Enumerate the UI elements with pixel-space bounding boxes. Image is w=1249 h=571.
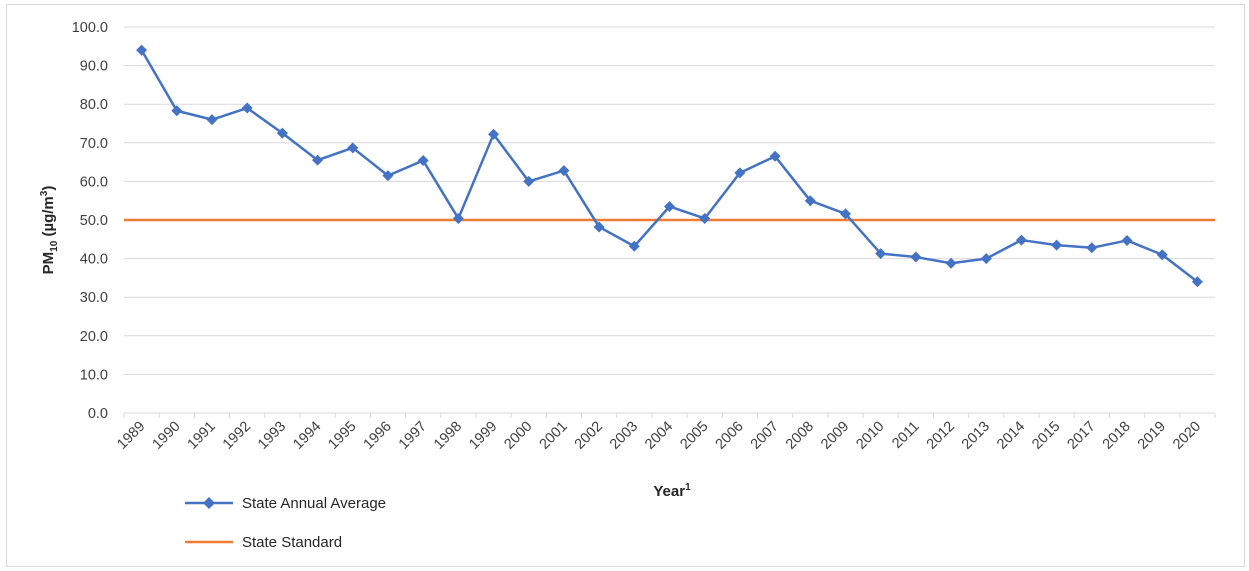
x-tick-label: 2010 [853,419,887,453]
x-tick-label: 1995 [325,419,359,453]
x-tick-label: 1999 [466,419,500,453]
legend-item-state-standard: State Standard [185,534,342,551]
data-point-diamond [1086,242,1098,254]
y-tick-label: 60.0 [80,174,108,190]
data-point-diamond [452,212,464,224]
x-tick-label: 2013 [959,419,993,453]
data-point-diamond [382,170,394,182]
x-tick-label: 2004 [642,419,676,453]
chart-frame [6,4,1245,567]
series-layer [124,44,1215,288]
data-point-diamond [1191,276,1203,288]
y-axis-title: PM10 (µg/m3) [39,186,60,275]
data-point-diamond [523,175,535,187]
data-point-diamond [875,248,887,260]
x-tick-label: 1993 [255,419,289,453]
y-tick-label: 20.0 [80,329,108,345]
data-point-diamond [312,154,324,166]
gridlines [123,26,1216,418]
y-tick-label: 10.0 [80,367,108,383]
x-tick-label: 2015 [1029,419,1063,453]
data-point-diamond [628,240,640,252]
legend-diamond-marker [203,497,215,509]
data-point-diamond [241,102,253,114]
x-tick-label: 2000 [501,419,535,453]
x-tick-label: 2011 [889,419,922,452]
x-tick-label: 2018 [1100,419,1134,453]
data-point-diamond [1156,249,1168,261]
x-axis-ticks: 1989 1990 1991 1992 1993 1994 1995 1996 1997 1998… [114,419,1204,453]
data-point-diamond [945,257,957,269]
data-point-diamond [1121,234,1133,246]
x-tick-label: 1996 [361,419,395,453]
x-tick-label: 1997 [396,419,430,453]
data-point-diamond [664,200,675,212]
x-tick-label: 2001 [537,419,571,453]
data-point-diamond [804,195,816,207]
data-point-diamond [839,208,851,220]
y-tick-label: 30.0 [80,290,108,306]
data-point-diamond [980,253,992,265]
data-point-diamond [1051,239,1063,251]
x-tick-label: 2020 [1170,419,1204,453]
data-point-diamond [593,221,605,233]
x-tick-label: 2008 [783,419,817,453]
data-point-diamond [734,167,746,179]
x-tick-label: 1991 [185,419,219,453]
legend-label-state-annual-average: State Annual Average [242,495,386,512]
data-point-diamond [488,128,500,140]
data-point-diamond [417,155,429,167]
data-point-diamond [206,114,218,126]
data-point-diamond [769,150,781,162]
x-tick-label: 2006 [713,419,747,453]
x-tick-label: 2002 [572,419,606,453]
x-axis-title: Year1 [653,482,691,500]
x-tick-label: 1989 [114,419,148,453]
y-tick-label: 0.0 [88,406,108,422]
x-tick-label: 2007 [748,419,782,453]
x-tick-label: 2009 [818,419,852,453]
y-tick-label: 100.0 [72,20,108,36]
data-point-diamond [347,142,359,154]
data-point-diamond [136,44,148,56]
x-tick-label: 1994 [290,419,324,453]
legend-label-state-standard: State Standard [242,534,342,551]
x-tick-label: 2017 [1065,419,1099,453]
x-tick-label: 1990 [149,419,183,453]
data-point-diamond [910,251,922,263]
x-tick-label: 2012 [924,419,958,453]
y-tick-label: 90.0 [80,59,108,75]
data-point-diamond [558,165,570,177]
x-tick-label: 2005 [677,419,711,453]
data-point-diamond [171,105,183,117]
y-tick-label: 40.0 [80,252,108,268]
x-tick-label: 2014 [994,419,1028,453]
x-tick-label: 2019 [1135,419,1169,453]
data-point-diamond [1015,234,1027,246]
y-tick-label: 50.0 [80,213,108,229]
data-point-diamond [276,127,288,139]
legend-item-state-annual-average: State Annual Average [185,495,386,512]
y-tick-label: 80.0 [80,97,108,113]
x-tick-label: 1992 [220,419,254,453]
x-tick-label: 2003 [607,419,641,453]
y-axis-ticks: 0.0 10.0 20.0 30.0 40.0 50.0 60.0 70.0 80.0 90.0 1… [72,20,108,422]
series-line-state-annual-average [140,49,1199,283]
x-tick-label: 1998 [431,419,465,453]
y-tick-label: 70.0 [80,136,108,152]
data-point-diamond [699,212,711,224]
legend: State Annual Average State Standard [185,495,386,551]
